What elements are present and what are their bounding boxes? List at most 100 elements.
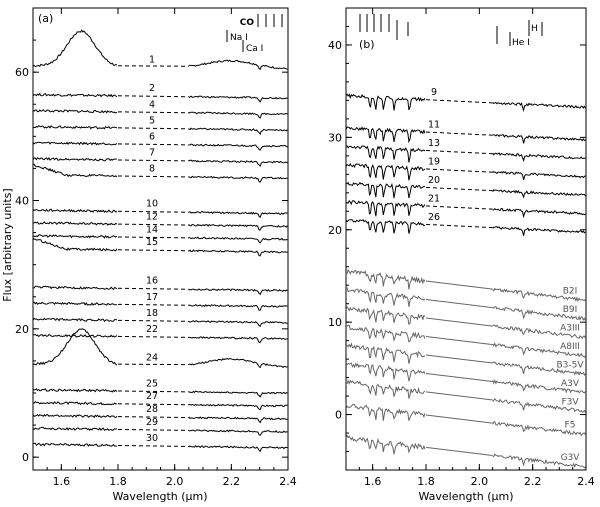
- series-label-a-7: 7: [149, 147, 155, 158]
- x-tick-label-b-3: 2.2: [524, 475, 542, 488]
- y-tick-label-a-1: 20: [15, 323, 29, 336]
- spectrum-a-22-blue: [32, 333, 118, 338]
- gap-link-a-7: [117, 159, 189, 162]
- series-label-a-4: 4: [149, 99, 155, 110]
- panel-b-series: 9 11 13 19 20 21 26 B2I B9I A3III A8III B3-5V A3V F3V…: [345, 87, 586, 469]
- spectrum-a-4-red: [188, 111, 288, 119]
- gap-link-b-G3V: [425, 446, 493, 456]
- series-label-a-27: 27: [146, 391, 158, 402]
- spectrum-a-29-red: [188, 429, 288, 436]
- spectrum-a-15-blue: [32, 237, 118, 252]
- gap-link-a-10: [117, 210, 189, 213]
- spectrum-a-14-blue: [32, 234, 118, 239]
- spectrum-b-B3-5V-red: [492, 361, 586, 376]
- spectrum-a-30-blue: [33, 442, 118, 447]
- spectrum-a-2-blue: [32, 92, 118, 98]
- gap-link-b-9: [425, 99, 493, 104]
- x-tick-label-b-1: 1.8: [417, 475, 435, 488]
- y-tick-label-a-3: 60: [15, 66, 29, 79]
- spectrum-b-A3V-red: [492, 379, 586, 394]
- panel-a-line-ids: CO Na I Ca I: [226, 14, 283, 54]
- gap-link-a-14: [117, 236, 189, 239]
- spectrum-b-11-blue: [345, 126, 426, 144]
- spectrum-b-19-blue: [345, 162, 426, 181]
- series-label-a-29: 29: [146, 417, 158, 428]
- series-label-b-B9I: B9I: [563, 305, 578, 315]
- gap-link-a-28: [117, 416, 189, 419]
- x-tick-label-a-0: 1.6: [53, 475, 71, 488]
- series-label-a-30: 30: [146, 433, 158, 444]
- gap-link-a-12: [117, 223, 189, 226]
- gap-link-a-29: [117, 428, 189, 431]
- spectrum-a-16-blue: [32, 285, 118, 290]
- spectrum-b-F3V-blue: [345, 379, 426, 399]
- gap-link-a-4: [117, 111, 189, 114]
- gap-link-b-B3-5V: [425, 354, 493, 364]
- spectrum-a-8-blue: [33, 163, 118, 178]
- spectrum-b-11-red: [492, 134, 586, 144]
- spectrum-a-29-blue: [32, 426, 118, 432]
- gap-link-a-8: [117, 175, 189, 178]
- spectrum-b-F3V-red: [492, 397, 586, 413]
- spectrum-b-B2I-red: [492, 287, 586, 303]
- y-tick-label-b-4: 40: [328, 39, 342, 52]
- gap-link-b-B9I: [425, 299, 493, 309]
- spectrum-b-21-blue: [345, 199, 426, 217]
- spectrum-a-6-red: [188, 143, 288, 151]
- gap-link-a-5: [117, 127, 189, 130]
- spectrum-a-24-red: [188, 357, 288, 369]
- spectrum-a-1-blue: [32, 29, 117, 68]
- spectrum-a-18-blue: [32, 317, 118, 322]
- gap-link-b-A3V: [425, 372, 493, 383]
- spectrum-a-7-red: [188, 159, 288, 167]
- series-label-a-22: 22: [146, 324, 158, 335]
- gap-link-a-17: [117, 303, 189, 306]
- panel-b-label: (b): [359, 38, 375, 51]
- spectrum-a-25-blue: [32, 388, 118, 393]
- spectrum-b-A3III-blue: [345, 306, 426, 326]
- spectrum-b-19-red: [492, 170, 586, 181]
- spectrum-a-17-blue: [32, 301, 118, 306]
- panel-a-frame: [32, 7, 289, 471]
- spectrum-b-B3-5V-blue: [345, 342, 425, 364]
- y-tick-label-a-0: 0: [22, 451, 29, 464]
- gap-link-a-22: [117, 335, 189, 338]
- spectrum-b-13-red: [492, 152, 586, 163]
- spectrum-a-2-red: [188, 95, 288, 103]
- spectrum-b-B2I-blue: [345, 268, 426, 290]
- line-id-na: Na I: [230, 33, 248, 43]
- spectrum-b-B9I-red: [492, 305, 586, 321]
- spectrum-b-26-blue: [345, 218, 426, 234]
- spectrum-a-25-red: [188, 390, 288, 398]
- gap-link-a-6: [117, 143, 189, 146]
- y-tick-label-b-3: 30: [328, 131, 342, 144]
- series-label-a-2: 2: [149, 83, 155, 94]
- spectrum-a-1-red: [188, 59, 288, 71]
- spectrum-b-13-blue: [345, 145, 426, 163]
- y-tick-label-a-2: 40: [15, 195, 29, 208]
- line-id-ca: Ca I: [246, 44, 263, 54]
- series-label-b-19: 19: [428, 156, 440, 167]
- gap-link-b-11: [425, 131, 493, 136]
- x-tick-label-a-2: 2.0: [166, 475, 184, 488]
- gap-link-b-A8III: [425, 335, 493, 346]
- series-label-a-5: 5: [149, 115, 155, 126]
- x-tick-label-b-4: 2.4: [577, 475, 595, 488]
- gap-link-b-F3V: [425, 391, 493, 401]
- gap-link-b-20: [425, 186, 493, 192]
- x-tick-label-a-1: 1.8: [109, 475, 127, 488]
- spectrum-b-A8III-red: [492, 342, 586, 358]
- gap-link-b-F5: [425, 414, 493, 424]
- gap-link-a-16: [117, 287, 189, 290]
- spectrum-a-28-red: [188, 416, 288, 424]
- spectrum-b-9-red: [492, 101, 586, 112]
- series-label-a-14: 14: [146, 224, 158, 235]
- y-tick-label-b-2: 20: [328, 224, 342, 237]
- spectrum-a-30-red: [188, 445, 288, 453]
- series-label-a-24: 24: [146, 353, 158, 364]
- gap-link-b-B2I: [425, 280, 493, 290]
- spectrum-a-4-blue: [32, 109, 118, 114]
- gap-link-b-13: [425, 149, 493, 155]
